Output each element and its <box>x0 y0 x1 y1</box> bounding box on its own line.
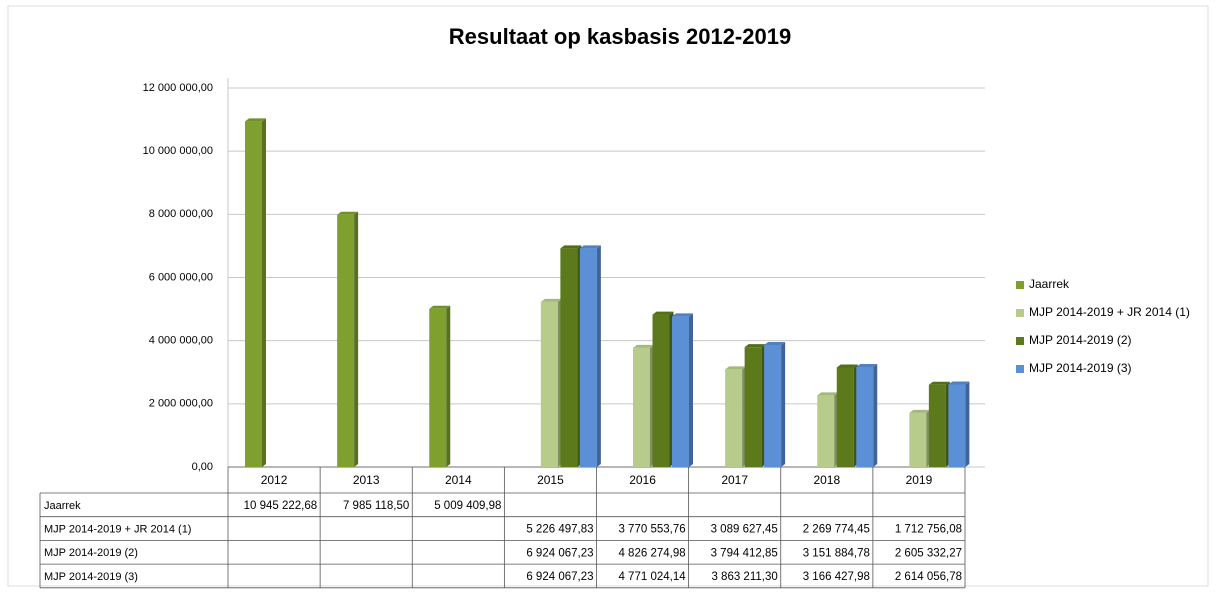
x-tick-label: 2019 <box>906 473 933 487</box>
bar-top <box>540 298 562 302</box>
data-label: 5 009 409,98 <box>434 500 501 512</box>
bar-top <box>744 344 766 348</box>
bar <box>633 347 650 467</box>
bar <box>817 395 835 467</box>
bar-top <box>948 381 970 385</box>
legend-swatch <box>1016 281 1024 289</box>
bar-top <box>245 118 266 122</box>
bar-top <box>429 305 451 309</box>
bar-side <box>689 313 693 467</box>
bar-top <box>579 245 601 249</box>
bar <box>836 367 854 467</box>
bar-top <box>817 392 839 396</box>
x-tick-label: 2014 <box>445 473 472 487</box>
bar <box>928 384 946 467</box>
bar <box>909 412 927 467</box>
bar-top <box>764 341 786 345</box>
legend-swatch <box>1016 365 1024 373</box>
bar-side <box>596 245 601 467</box>
data-label: 1 712 756,08 <box>895 524 962 536</box>
chart-title: Resultaat op kasbasis 2012-2019 <box>449 24 791 49</box>
data-label: 7 985 118,50 <box>343 500 409 512</box>
data-label: 3 166 427,98 <box>803 571 870 583</box>
legend-label: Jaarrek <box>1029 277 1070 291</box>
bar-top <box>836 364 858 368</box>
bar <box>540 301 558 467</box>
bar <box>725 369 743 467</box>
y-tick-label: 12 000 000,00 <box>143 82 213 94</box>
y-tick-label: 6 000 000,00 <box>149 271 213 283</box>
table-row-label: Jaarrek <box>44 500 81 512</box>
x-tick-label: 2013 <box>353 473 380 487</box>
legend-swatch <box>1016 309 1024 317</box>
chart-frame <box>7 5 1209 587</box>
bar <box>764 344 782 467</box>
bar <box>337 214 355 467</box>
bar-side <box>354 211 359 467</box>
bar-side <box>446 305 451 467</box>
bar <box>948 384 966 467</box>
data-label: 2 269 774,45 <box>803 524 870 536</box>
bar <box>744 347 762 467</box>
data-label: 3 863 211,30 <box>711 571 777 583</box>
bar-side <box>262 118 266 467</box>
bar-top <box>337 211 359 215</box>
x-tick-label: 2015 <box>537 473 564 487</box>
bar-top <box>928 381 950 385</box>
legend-swatch <box>1016 337 1024 345</box>
y-tick-label: 4 000 000,00 <box>149 335 213 347</box>
bar-top <box>560 245 582 249</box>
x-tick-label: 2018 <box>813 473 840 487</box>
x-tick-label: 2012 <box>261 473 288 487</box>
x-tick-label: 2016 <box>629 473 656 487</box>
y-tick-label: 10 000 000,00 <box>143 145 213 157</box>
data-label: 6 924 067,23 <box>526 571 593 583</box>
bar <box>672 316 689 467</box>
bar-side <box>873 363 878 467</box>
y-tick-label: 8 000 000,00 <box>149 208 213 220</box>
bar-top <box>672 313 693 317</box>
bar-top <box>856 363 878 367</box>
legend-label: MJP 2014-2019 (3) <box>1029 361 1132 375</box>
data-label: 6 924 067,23 <box>526 547 593 559</box>
data-label: 2 614 056,78 <box>895 571 962 583</box>
bar <box>245 121 262 467</box>
data-label: 3 770 553,76 <box>618 524 685 536</box>
bar <box>652 314 670 467</box>
bar-top <box>909 409 931 413</box>
data-label: 3 794 412,85 <box>711 547 778 559</box>
bar <box>560 248 578 467</box>
data-label: 5 226 497,83 <box>526 524 593 536</box>
data-label: 10 945 222,68 <box>244 500 318 512</box>
data-label: 3 089 627,45 <box>711 524 778 536</box>
legend-label: MJP 2014-2019 + JR 2014 (1) <box>1029 305 1190 319</box>
table-row-label: MJP 2014-2019 + JR 2014 (1) <box>44 523 191 535</box>
bar <box>429 308 447 467</box>
table-row-label: MJP 2014-2019 (3) <box>44 571 138 583</box>
data-label: 4 771 024,14 <box>618 571 686 583</box>
y-tick-label: 2 000 000,00 <box>149 398 213 410</box>
legend-label: MJP 2014-2019 (2) <box>1029 333 1132 347</box>
y-tick-label: 0,00 <box>192 461 213 473</box>
table-row-label: MJP 2014-2019 (2) <box>44 547 138 559</box>
data-label: 4 826 274,98 <box>618 547 685 559</box>
bar <box>856 366 874 467</box>
data-label: 3 151 884,78 <box>803 547 870 559</box>
data-label: 2 605 332,27 <box>895 547 962 559</box>
bar-top <box>633 344 654 348</box>
bar-side <box>965 381 970 467</box>
bar-top <box>652 311 674 315</box>
x-tick-label: 2017 <box>721 473 748 487</box>
bar-top <box>725 366 747 370</box>
bar-side <box>781 341 786 467</box>
bar <box>579 248 597 467</box>
